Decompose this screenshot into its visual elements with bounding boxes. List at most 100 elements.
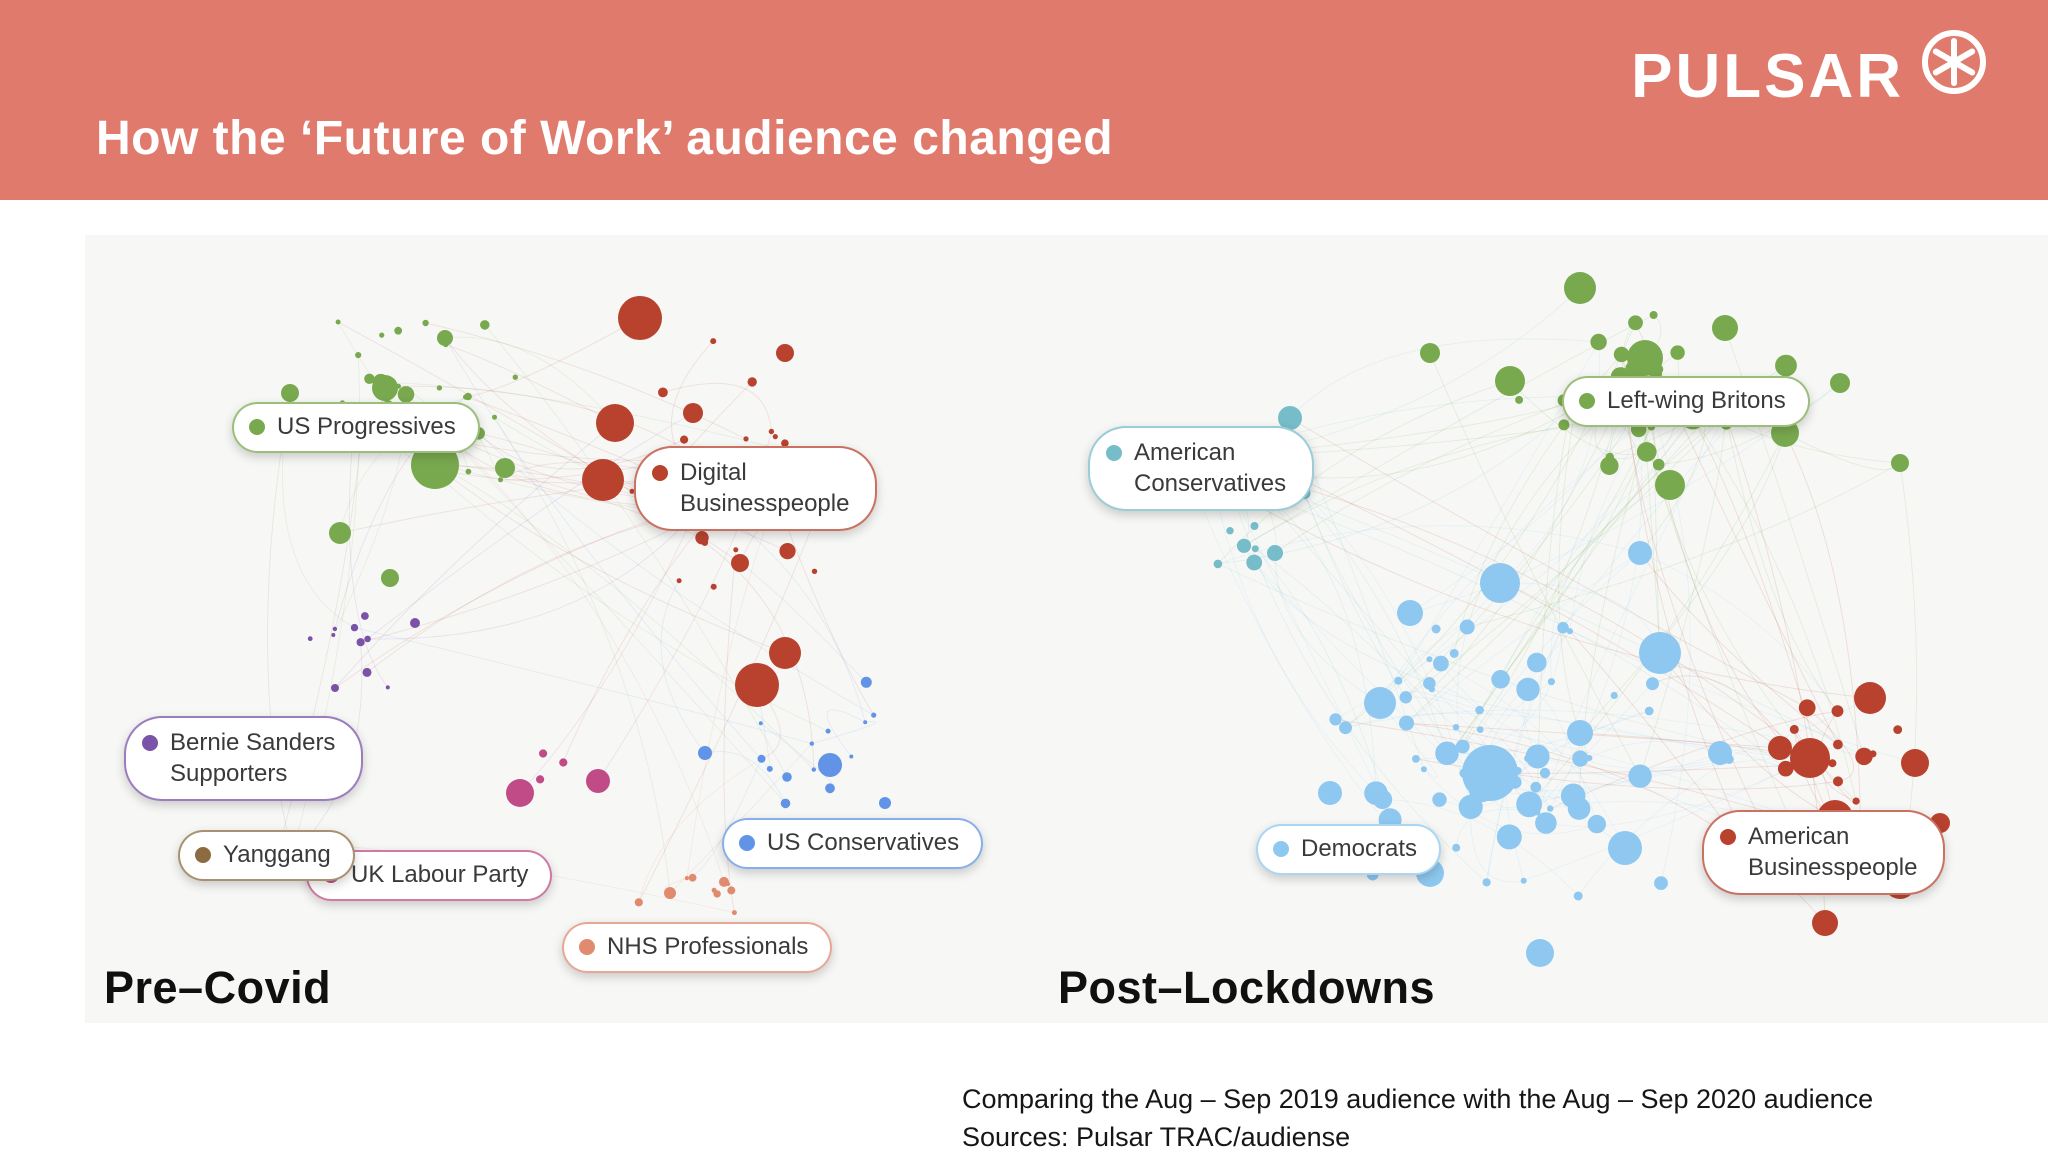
network-edge [494, 416, 671, 894]
pulsar-logo: PULSAR [1631, 24, 1992, 108]
network-edge [739, 562, 867, 683]
network-edge [348, 423, 389, 688]
network-node [1534, 809, 1541, 816]
network-node [379, 401, 385, 407]
network-node [772, 434, 778, 440]
network-node [778, 509, 786, 517]
network-node [701, 539, 709, 546]
network-node [1267, 545, 1283, 561]
network-edge [1462, 414, 1727, 747]
network-edge [1455, 726, 1730, 775]
network-edge [1429, 658, 1626, 849]
network-node [329, 522, 351, 544]
network-node [335, 319, 341, 325]
network-node [1298, 487, 1311, 500]
network-node [734, 462, 743, 471]
chart-title-post-lockdowns: Post–Lockdowns [1058, 962, 1436, 1013]
network-node [826, 514, 839, 526]
network-node [506, 779, 534, 807]
network-node [1849, 864, 1859, 874]
network-node [692, 523, 700, 531]
network-edge [1429, 352, 1641, 777]
network-node [1850, 874, 1871, 894]
network-node [1653, 364, 1664, 375]
network-node [1661, 388, 1683, 410]
network-node [731, 910, 737, 916]
network-node [684, 876, 690, 881]
network-node [1655, 470, 1685, 500]
network-edge [1274, 552, 1381, 704]
network-node [755, 467, 760, 473]
network-node [1648, 410, 1657, 418]
network-edge [1467, 462, 1901, 628]
network-node [825, 783, 835, 794]
network-node [1431, 624, 1441, 634]
network-node [1399, 691, 1412, 704]
network-node [1777, 760, 1794, 777]
network-node [768, 428, 775, 435]
network-chart-post-lockdowns [1080, 233, 2020, 1023]
network-edge [1217, 389, 1591, 565]
network-node [1712, 315, 1738, 341]
network-edge [1273, 465, 1781, 749]
network-node [1625, 361, 1638, 374]
network-node [849, 754, 854, 759]
network-edge [1639, 552, 1839, 745]
network-node [381, 569, 399, 587]
network-node [1630, 421, 1647, 438]
network-node [1515, 395, 1524, 404]
network-edge [1658, 382, 1841, 466]
network-node [1265, 494, 1272, 502]
network-edge [367, 521, 687, 640]
network-node [811, 767, 816, 772]
network-edge [1652, 675, 1796, 757]
network-node [1833, 776, 1843, 787]
network-node [512, 374, 518, 380]
network-node [696, 495, 705, 503]
network-edge [334, 422, 616, 689]
network-node [1865, 827, 1875, 837]
network-node [1215, 449, 1229, 464]
network-node [1433, 655, 1449, 672]
network-node [879, 797, 891, 809]
network-node [757, 754, 766, 763]
network-node [1639, 632, 1681, 674]
network-edge [1209, 462, 1383, 800]
network-edge [1289, 417, 1808, 709]
network-edge [1725, 414, 1838, 712]
network-node [1378, 808, 1402, 832]
network-node [768, 512, 775, 519]
network-node [1339, 721, 1352, 735]
network-node [782, 772, 792, 782]
network-node [1520, 877, 1527, 884]
network-edge [1579, 432, 1786, 734]
network-edge [1724, 327, 1865, 757]
network-node [539, 749, 548, 758]
network-edge [1439, 758, 1529, 807]
network-node [1724, 754, 1734, 765]
network-edge [1784, 432, 1901, 471]
network-edge [380, 381, 795, 454]
network-node [710, 338, 717, 345]
network-edge [1509, 380, 1647, 456]
network-node [1564, 272, 1596, 304]
network-edge [1639, 414, 1727, 777]
network-edge [291, 355, 361, 855]
network-edge [1253, 562, 1465, 774]
network-node [1789, 724, 1799, 734]
network-node [634, 898, 643, 907]
network-node [1558, 419, 1570, 431]
network-node [1719, 376, 1743, 401]
network-node [1652, 384, 1661, 393]
network-node [411, 461, 421, 471]
network-node [781, 439, 789, 447]
network-node [1628, 315, 1643, 331]
network-node [713, 890, 721, 898]
network-node [492, 414, 497, 420]
network-edge [1659, 652, 1836, 819]
network-node [1236, 538, 1252, 553]
network-node [1647, 422, 1656, 431]
nodes-layer [1188, 272, 1950, 967]
network-edge [1620, 376, 1766, 831]
network-node [1832, 827, 1844, 839]
